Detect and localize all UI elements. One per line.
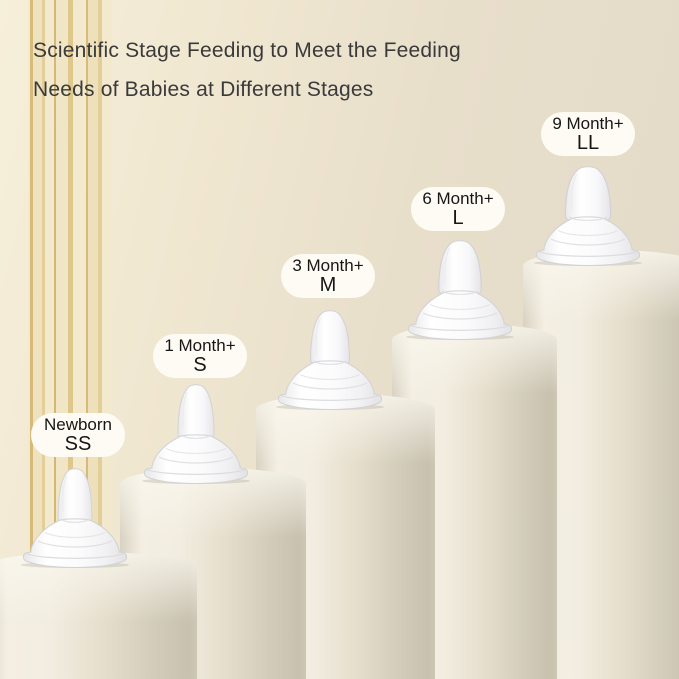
- bottle-nipple-image-s: [142, 384, 250, 484]
- bottle-nipple-image-m: [276, 310, 384, 410]
- title-line-2: Needs of Babies at Different Stages: [33, 78, 374, 101]
- bottle-nipple-image-ss: [21, 468, 129, 568]
- stage-size-text: LL: [576, 132, 600, 154]
- pedestal-column-1: [0, 552, 197, 679]
- stage-label-9-month-ll: 9 Month+ LL: [541, 112, 635, 156]
- stage-size-text: L: [452, 207, 464, 229]
- stage-age-text: Newborn: [43, 415, 113, 434]
- stage-age-text: 6 Month+: [422, 189, 494, 208]
- page-title: Scientific Stage Feeding to Meet the Fee…: [33, 31, 461, 109]
- stage-age-text: 3 Month+: [292, 256, 364, 275]
- stage-size-text: SS: [64, 433, 92, 455]
- title-line-1: Scientific Stage Feeding to Meet the Fee…: [33, 39, 461, 62]
- stage-label-3-month-m: 3 Month+ M: [281, 254, 375, 298]
- stage-age-text: 9 Month+: [552, 114, 624, 133]
- stage-size-text: M: [319, 274, 337, 296]
- stage-age-text: 1 Month+: [164, 336, 236, 355]
- bottle-nipple-image-l: [406, 240, 514, 340]
- stage-label-6-month-l: 6 Month+ L: [411, 187, 505, 231]
- stage-label-newborn-ss: Newborn SS: [31, 413, 125, 457]
- bottle-nipple-image-ll: [534, 166, 642, 266]
- stage-label-1-month-s: 1 Month+ S: [153, 334, 247, 378]
- stage-size-text: S: [193, 354, 207, 376]
